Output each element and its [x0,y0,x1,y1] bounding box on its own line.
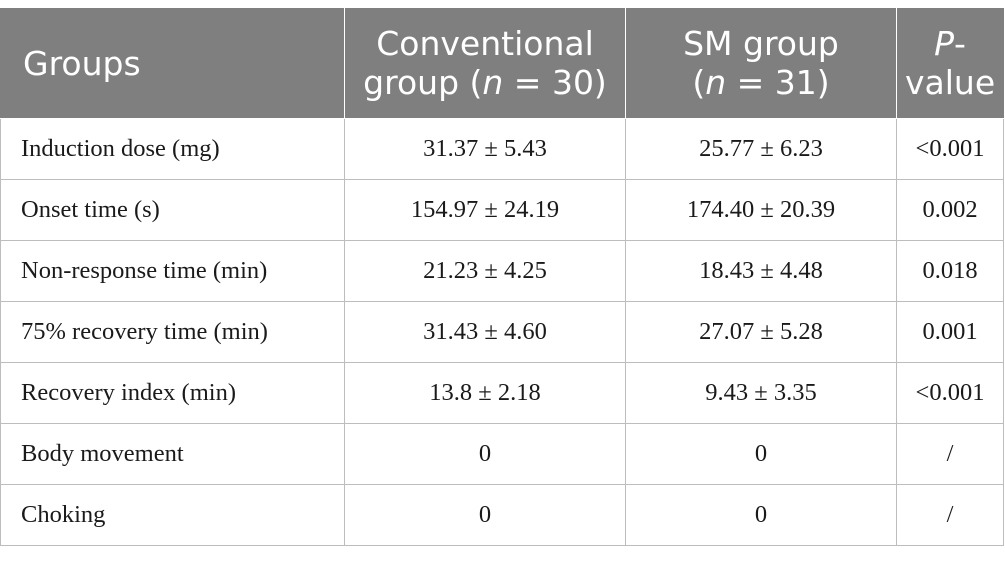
table-row: Choking 0 0 / [0,484,1004,546]
p-value: 0.002 [896,179,1004,241]
p-value: 0.001 [896,301,1004,363]
header-sm-line1: SM group [683,24,839,63]
sm-value: 0 [625,484,897,546]
header-conventional-line2: group (n = 30) [353,63,617,102]
header-sm-line2: (n = 31) [634,63,888,102]
header-conventional-paren: group ( [363,63,483,102]
header-row: Groups Conventional group (n = 30) SM gr… [0,8,1004,119]
table-row: Recovery index (min) 13.8 ± 2.18 9.43 ± … [0,362,1004,424]
conventional-value: 21.23 ± 4.25 [344,240,626,302]
row-label: Choking [0,484,345,546]
conventional-value: 0 [344,484,626,546]
sm-value: 0 [625,423,897,485]
table-row: Body movement 0 0 / [0,423,1004,485]
row-label: Induction dose (mg) [0,118,345,180]
header-p-line1: P- [905,24,995,63]
header-groups-text: Groups [23,43,141,83]
table-row: Non-response time (min) 21.23 ± 4.25 18.… [0,240,1004,302]
sm-value: 9.43 ± 3.35 [625,362,897,424]
row-label: Recovery index (min) [0,362,345,424]
header-groups: Groups [0,8,345,119]
sm-value: 27.07 ± 5.28 [625,301,897,363]
header-conventional-group: Conventional group (n = 30) [344,8,626,119]
p-value: 0.018 [896,240,1004,302]
sm-value: 25.77 ± 6.23 [625,118,897,180]
table-row: Onset time (s) 154.97 ± 24.19 174.40 ± 2… [0,179,1004,241]
header-conventional-n: n [482,63,504,102]
header-p-value: P- value [896,8,1004,119]
sm-value: 174.40 ± 20.39 [625,179,897,241]
conventional-value: 31.43 ± 4.60 [344,301,626,363]
conventional-value: 13.8 ± 2.18 [344,362,626,424]
row-label: Body movement [0,423,345,485]
p-value: / [896,484,1004,546]
p-value: <0.001 [896,118,1004,180]
header-sm-count: = 31) [726,63,830,102]
header-sm-n: n [705,63,727,102]
header-sm-paren: ( [692,63,706,102]
row-label: Non-response time (min) [0,240,345,302]
table-header: Groups Conventional group (n = 30) SM gr… [0,8,1004,119]
header-p-dash: - [953,24,966,63]
conventional-value: 31.37 ± 5.43 [344,118,626,180]
header-p-line2: value [905,63,996,102]
row-label: 75% recovery time (min) [0,301,345,363]
header-conventional-line1: Conventional [376,24,594,63]
p-value: / [896,423,1004,485]
p-value: <0.001 [896,362,1004,424]
table-body: Induction dose (mg) 31.37 ± 5.43 25.77 ±… [0,118,1004,546]
row-label: Onset time (s) [0,179,345,241]
conventional-value: 0 [344,423,626,485]
header-sm-group: SM group (n = 31) [625,8,897,119]
header-p-letter: P [934,24,954,63]
sm-value: 18.43 ± 4.48 [625,240,897,302]
conventional-value: 154.97 ± 24.19 [344,179,626,241]
table-row: 75% recovery time (min) 31.43 ± 4.60 27.… [0,301,1004,363]
table-row: Induction dose (mg) 31.37 ± 5.43 25.77 ±… [0,118,1004,180]
comparison-table: Groups Conventional group (n = 30) SM gr… [0,8,1004,546]
header-conventional-count: = 30) [503,63,607,102]
